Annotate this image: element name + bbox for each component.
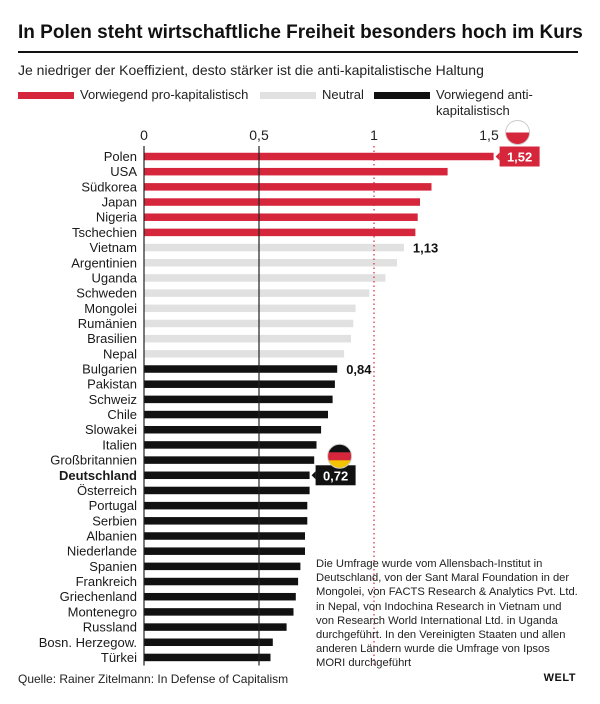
bar: [144, 274, 386, 282]
category-label: Großbritannien: [50, 453, 137, 468]
category-label: Serbien: [92, 513, 137, 528]
value-label: 0,72: [323, 468, 348, 483]
category-label: Uganda: [91, 270, 137, 285]
value-label-box: [499, 146, 540, 167]
legend-label-neutral: Neutral: [322, 87, 364, 102]
category-label: Schweden: [76, 286, 137, 301]
category-label: Russland: [83, 620, 137, 635]
category-label: Frankreich: [76, 574, 137, 589]
category-label: Vietnam: [90, 240, 137, 255]
value-label: 0,84: [346, 362, 372, 377]
category-label: Rumänien: [78, 316, 137, 331]
bar: [144, 471, 310, 480]
category-label: Chile: [107, 407, 137, 422]
category-label: Spanien: [89, 559, 137, 574]
category-label: Argentinien: [71, 255, 137, 270]
legend-item-neutral: Neutral: [260, 87, 364, 103]
category-label: Brasilien: [87, 331, 137, 346]
value-label-box: [315, 465, 356, 486]
x-tick-label: 0,5: [249, 127, 269, 143]
category-label: Albanien: [86, 529, 137, 544]
category-label: Deutschland: [59, 468, 137, 483]
bar: [144, 486, 310, 495]
category-label: Türkei: [101, 650, 137, 665]
bar: [144, 380, 335, 388]
bar: [144, 304, 356, 313]
legend-swatch-pro: [18, 92, 74, 99]
chart-subtitle: Je niedriger der Koeffizient, desto stär…: [18, 62, 484, 78]
x-tick-label: 1: [370, 127, 378, 143]
welt-logo: WELT: [543, 672, 576, 684]
category-label: Bulgarien: [82, 362, 137, 377]
chart-title: In Polen steht wirtschaftliche Freiheit …: [18, 22, 583, 43]
bar: [144, 243, 404, 252]
category-label: Portugal: [89, 498, 138, 513]
bar: [144, 289, 370, 297]
bar: [144, 577, 299, 586]
poland-flag-icon: [505, 120, 531, 145]
category-label: Nigeria: [96, 210, 138, 225]
bar: [144, 365, 338, 373]
bar: [144, 334, 351, 343]
category-label: Italien: [102, 437, 137, 452]
category-label: Niederlande: [67, 544, 137, 559]
bar: [144, 638, 273, 647]
bar: [144, 183, 432, 191]
bar: [144, 608, 294, 616]
bar: [144, 410, 328, 419]
category-label: Nepal: [103, 346, 137, 361]
category-label: USA: [110, 164, 137, 179]
category-label: Österreich: [77, 483, 137, 498]
value-label-pointer: [311, 471, 316, 480]
legend-swatch-anti: [374, 92, 430, 99]
category-label: Pakistan: [87, 377, 137, 392]
bar: [144, 167, 448, 176]
title-rule: [18, 51, 578, 53]
legend-item-pro: Vorwiegend pro-kapitalistisch: [18, 87, 248, 103]
legend-swatch-neutral: [260, 92, 316, 99]
category-label: Mongolei: [84, 301, 137, 316]
bar: [144, 395, 333, 404]
bar: [144, 562, 301, 571]
bar: [144, 441, 317, 449]
bar: [144, 456, 315, 464]
x-tick-label: 1,5: [479, 127, 499, 143]
category-label: Montenegro: [68, 604, 137, 619]
category-label: Tschechien: [72, 225, 137, 240]
category-label: Bosn. Herzegow.: [39, 635, 137, 650]
legend-label-anti: Vorwiegend anti-kapitalistisch: [436, 87, 533, 118]
bar: [144, 319, 354, 328]
methodology-note: Die Umfrage wurde vom Allensbach-Institu…: [316, 558, 578, 670]
category-label: Polen: [104, 149, 137, 164]
value-label: 1,13: [413, 241, 438, 256]
bar: [144, 198, 420, 206]
bar: [144, 228, 416, 237]
category-label: Japan: [102, 195, 137, 210]
value-label: 1,52: [507, 150, 532, 165]
bar: [144, 213, 418, 221]
bar: [144, 653, 271, 662]
bar: [144, 152, 494, 161]
value-label-pointer: [495, 152, 500, 161]
source-text: Quelle: Rainer Zitelmann: In Defense of …: [18, 672, 289, 686]
bar: [144, 425, 322, 434]
bar: [144, 501, 308, 510]
category-label: Schweiz: [89, 392, 137, 407]
category-label: Südkorea: [81, 179, 137, 194]
bar: [144, 532, 305, 540]
x-tick-label: 0: [140, 127, 148, 143]
bar: [144, 547, 305, 555]
legend-item-anti: Vorwiegend anti-kapitalistisch: [374, 87, 566, 119]
bar: [144, 623, 287, 631]
bar: [144, 350, 345, 358]
category-label: Griechenland: [60, 589, 137, 604]
bar: [144, 592, 296, 601]
bar: [144, 517, 308, 525]
category-label: Slowakei: [85, 422, 137, 437]
legend-label-pro: Vorwiegend pro-kapitalistisch: [80, 87, 249, 102]
bar: [144, 259, 397, 267]
germany-flag-icon: [327, 443, 353, 469]
